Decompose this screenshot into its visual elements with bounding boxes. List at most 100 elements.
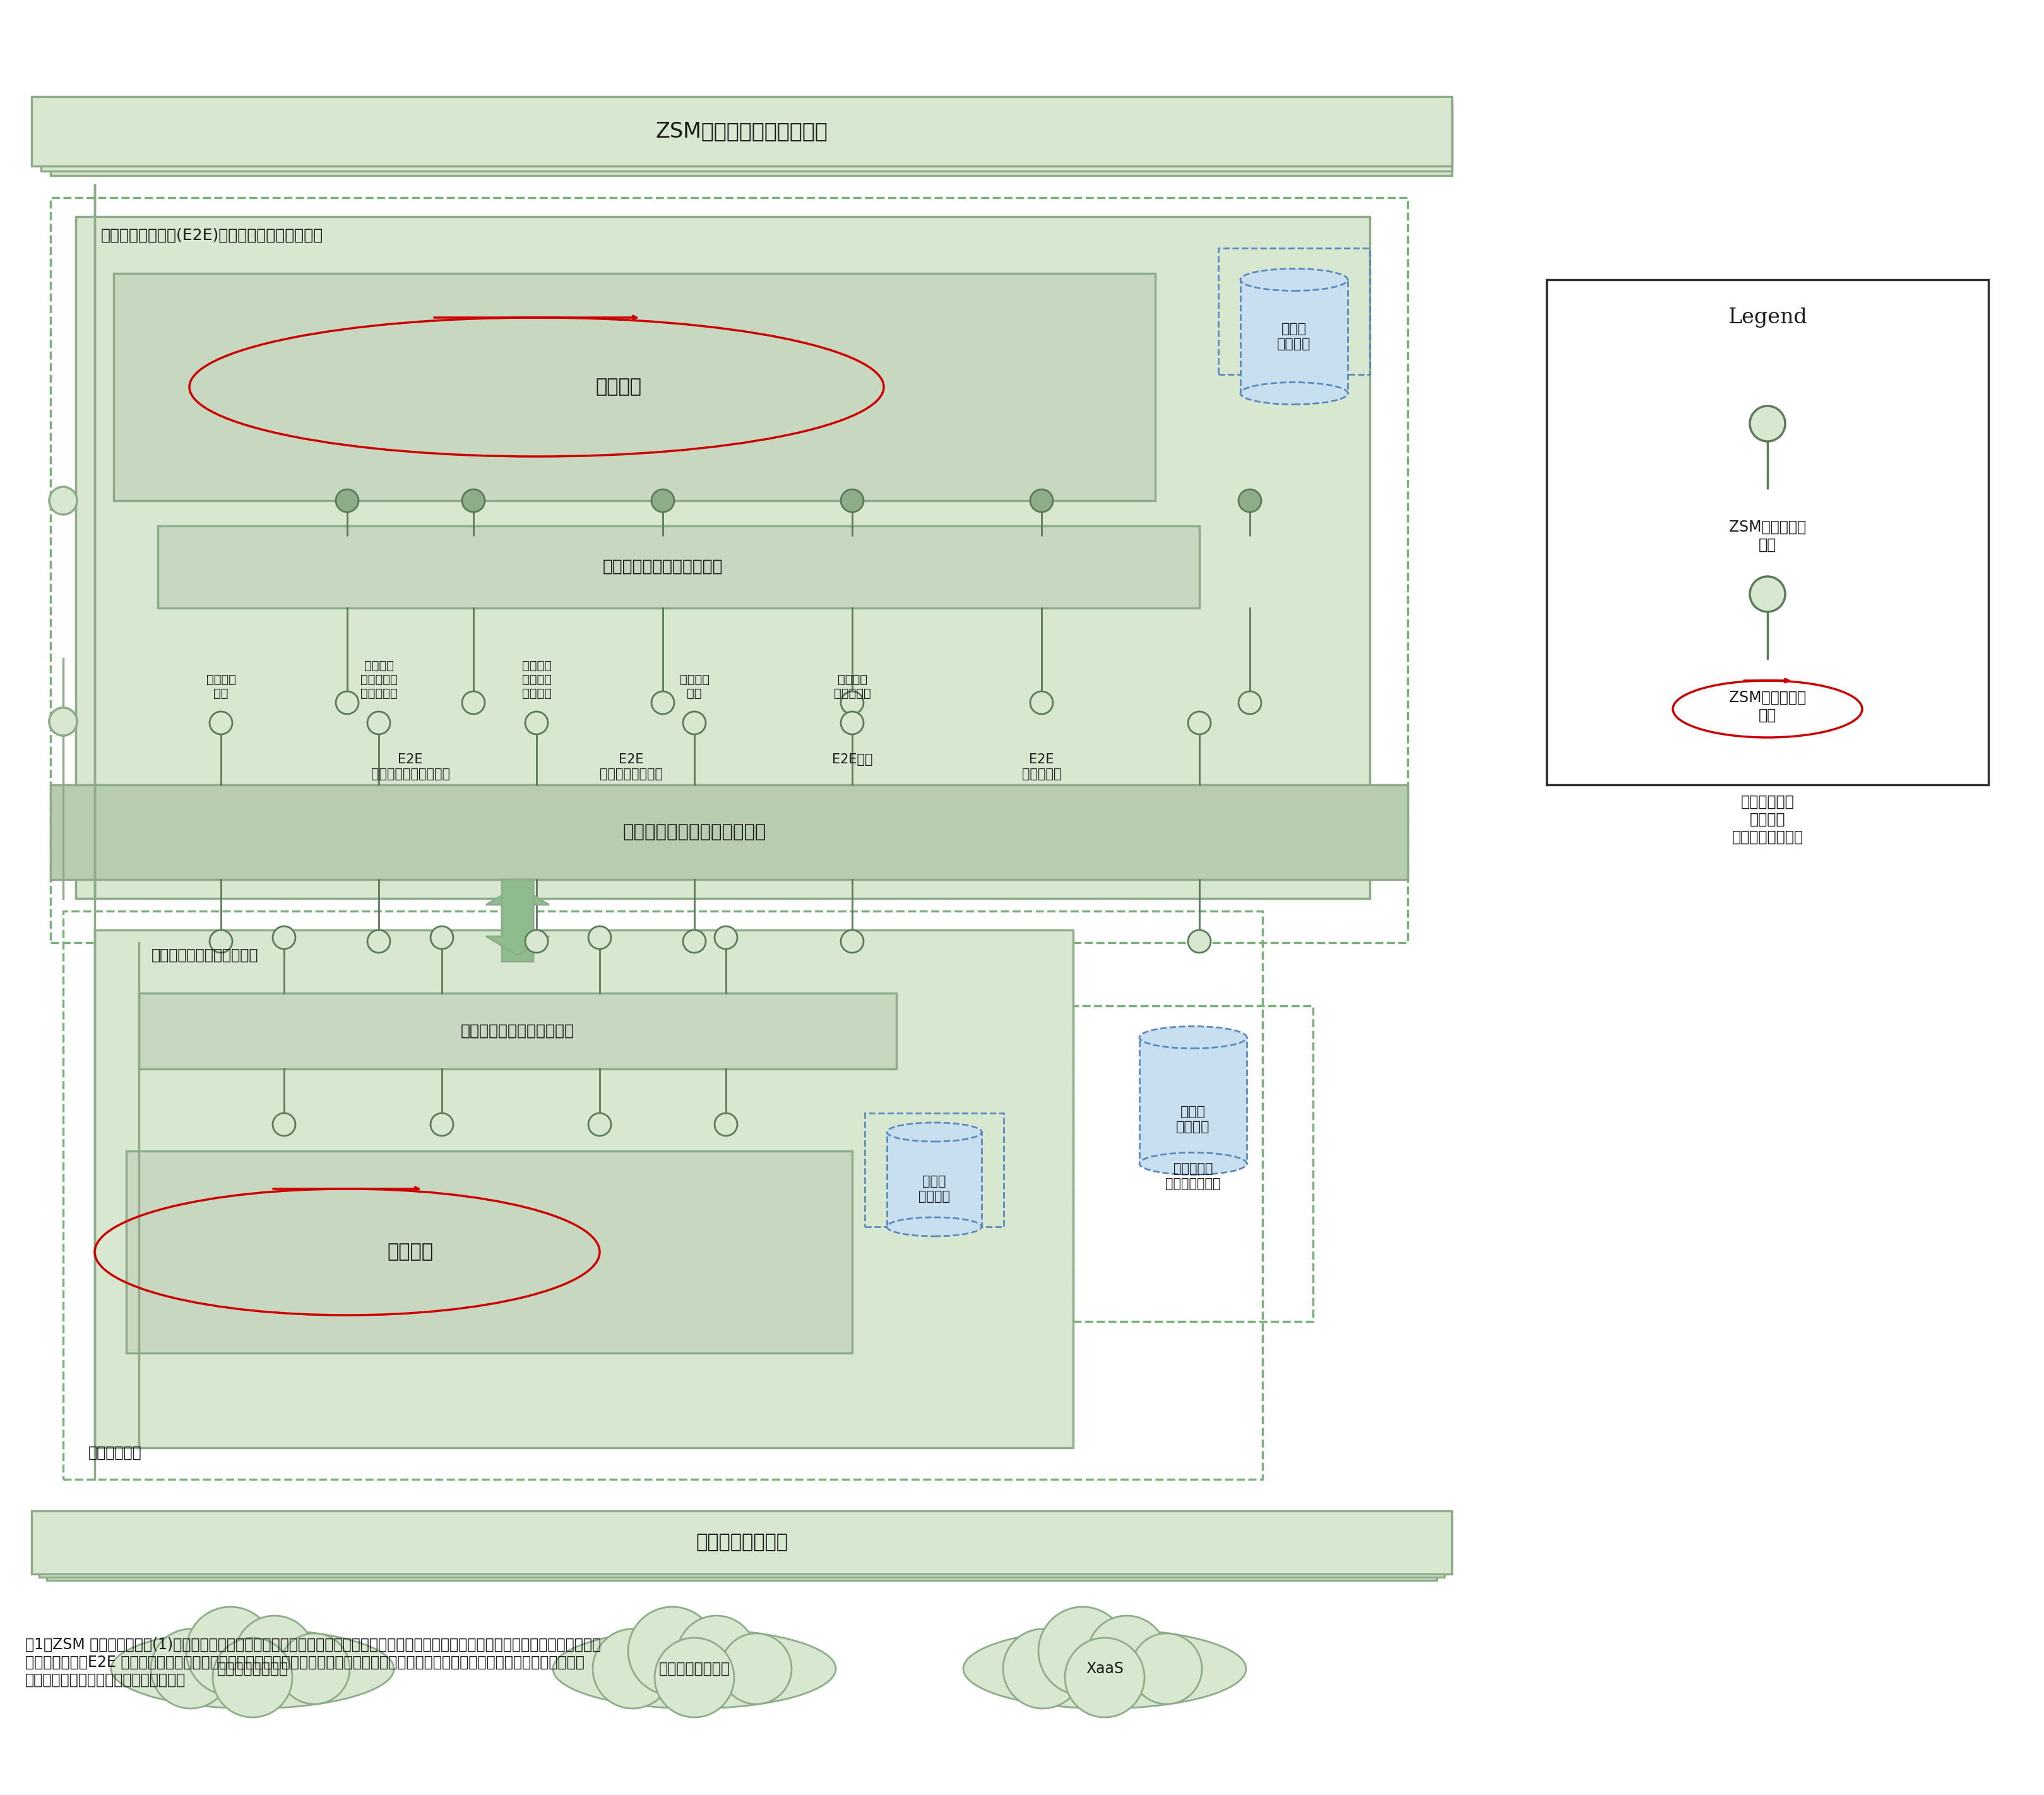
Circle shape	[628, 1607, 717, 1694]
FancyBboxPatch shape	[51, 784, 1408, 880]
Text: E2E
データ収集: E2E データ収集	[1022, 754, 1061, 781]
Circle shape	[654, 1637, 734, 1718]
Text: データ
サービス: データ サービス	[1175, 1106, 1210, 1133]
Circle shape	[1065, 1637, 1145, 1718]
Circle shape	[151, 1628, 231, 1709]
Circle shape	[368, 930, 390, 953]
FancyBboxPatch shape	[1139, 1038, 1247, 1163]
Circle shape	[186, 1607, 274, 1694]
Circle shape	[272, 1113, 296, 1136]
Text: E2E分析: E2E分析	[832, 754, 873, 766]
Text: エンドツーエンド(E2E)・サービス管理ドメイン: エンドツーエンド(E2E)・サービス管理ドメイン	[100, 228, 323, 242]
Circle shape	[1038, 1607, 1126, 1694]
Circle shape	[589, 1113, 611, 1136]
Circle shape	[335, 490, 358, 512]
Circle shape	[1130, 1633, 1202, 1703]
Text: E2E
オーケストレーション: E2E オーケストレーション	[370, 754, 450, 781]
Text: ZSMサービスの
提供: ZSMサービスの 提供	[1729, 519, 1807, 553]
FancyBboxPatch shape	[47, 1517, 1437, 1580]
Circle shape	[525, 711, 548, 734]
Circle shape	[1004, 1628, 1083, 1709]
Circle shape	[593, 1628, 672, 1709]
Circle shape	[235, 1616, 315, 1694]
Ellipse shape	[110, 1628, 394, 1709]
Circle shape	[462, 691, 484, 714]
FancyBboxPatch shape	[39, 1513, 1445, 1578]
Text: ドメイン
データ収集: ドメイン データ収集	[834, 673, 871, 700]
Text: 仮想ネットワーク: 仮想ネットワーク	[658, 1660, 730, 1677]
Circle shape	[677, 1616, 756, 1694]
Text: 人間の介入を
含まない
クローズドループ: 人間の介入を 含まない クローズドループ	[1731, 793, 1803, 844]
Circle shape	[677, 1616, 756, 1694]
Circle shape	[715, 926, 738, 950]
FancyBboxPatch shape	[114, 273, 1155, 501]
Ellipse shape	[1241, 269, 1347, 291]
Ellipse shape	[1241, 382, 1347, 404]
Text: E2E
インテリジェンス: E2E インテリジェンス	[599, 754, 662, 781]
Circle shape	[1239, 691, 1261, 714]
Text: 管理機能: 管理機能	[386, 1242, 433, 1262]
FancyBboxPatch shape	[94, 930, 1073, 1449]
Circle shape	[1239, 490, 1261, 512]
Text: ドメイン
インテリ
ジェンス: ドメイン インテリ ジェンス	[521, 661, 552, 700]
Text: XaaS: XaaS	[1085, 1660, 1124, 1677]
Circle shape	[462, 490, 484, 512]
Circle shape	[211, 711, 233, 734]
Ellipse shape	[963, 1628, 1247, 1709]
Text: ZSMフレームワーク利用者: ZSMフレームワーク利用者	[656, 120, 828, 142]
FancyBboxPatch shape	[1547, 280, 1989, 784]
Circle shape	[715, 1113, 738, 1136]
Circle shape	[272, 926, 296, 950]
FancyBboxPatch shape	[139, 993, 897, 1068]
Text: データ
サービス: データ サービス	[918, 1176, 950, 1203]
Text: データ
サービス: データ サービス	[1278, 323, 1310, 350]
Circle shape	[1065, 1637, 1145, 1718]
Circle shape	[280, 1633, 350, 1703]
Circle shape	[1188, 930, 1210, 953]
Circle shape	[1130, 1633, 1202, 1703]
Circle shape	[683, 711, 705, 734]
Text: ドメイン
分析: ドメイン 分析	[679, 673, 709, 700]
Circle shape	[1750, 406, 1784, 442]
Circle shape	[722, 1633, 791, 1703]
Text: ドメイン間統合ファブリック: ドメイン間統合ファブリック	[623, 824, 766, 842]
FancyBboxPatch shape	[157, 526, 1200, 609]
Circle shape	[431, 1113, 454, 1136]
FancyBboxPatch shape	[887, 1133, 981, 1226]
Circle shape	[213, 1637, 292, 1718]
Circle shape	[213, 1637, 292, 1718]
Circle shape	[1087, 1616, 1167, 1694]
Circle shape	[1087, 1616, 1167, 1694]
Circle shape	[1004, 1628, 1083, 1709]
Ellipse shape	[1139, 1152, 1247, 1174]
Circle shape	[840, 930, 863, 953]
Circle shape	[1188, 711, 1210, 734]
Text: ドメイン統合ファブリック: ドメイン統合ファブリック	[603, 558, 724, 574]
Text: ドメイン
制御: ドメイン 制御	[206, 673, 235, 700]
Circle shape	[722, 1633, 791, 1703]
Circle shape	[1038, 1607, 1126, 1694]
Circle shape	[840, 691, 863, 714]
Circle shape	[652, 490, 675, 512]
FancyBboxPatch shape	[1241, 280, 1347, 393]
FancyBboxPatch shape	[31, 1511, 1451, 1574]
Circle shape	[49, 486, 78, 515]
Circle shape	[589, 926, 611, 950]
FancyArrow shape	[486, 880, 550, 955]
Text: ドメイン統合ファブリック: ドメイン統合ファブリック	[460, 1023, 574, 1039]
Circle shape	[654, 1637, 734, 1718]
Text: 物理ネットワーク: 物理ネットワーク	[217, 1660, 288, 1677]
FancyBboxPatch shape	[51, 106, 1451, 176]
Circle shape	[151, 1628, 231, 1709]
FancyBboxPatch shape	[41, 101, 1451, 171]
Circle shape	[1030, 691, 1053, 714]
Text: 通信インフラ資源: 通信インフラ資源	[695, 1533, 787, 1551]
Circle shape	[280, 1633, 350, 1703]
Ellipse shape	[887, 1122, 981, 1142]
Circle shape	[235, 1616, 315, 1694]
Circle shape	[1750, 576, 1784, 612]
Text: 管理ドメイン: 管理ドメイン	[88, 1445, 141, 1461]
Ellipse shape	[554, 1628, 836, 1709]
Text: ZSMサービスの
利用: ZSMサービスの 利用	[1729, 689, 1807, 723]
Circle shape	[840, 711, 863, 734]
